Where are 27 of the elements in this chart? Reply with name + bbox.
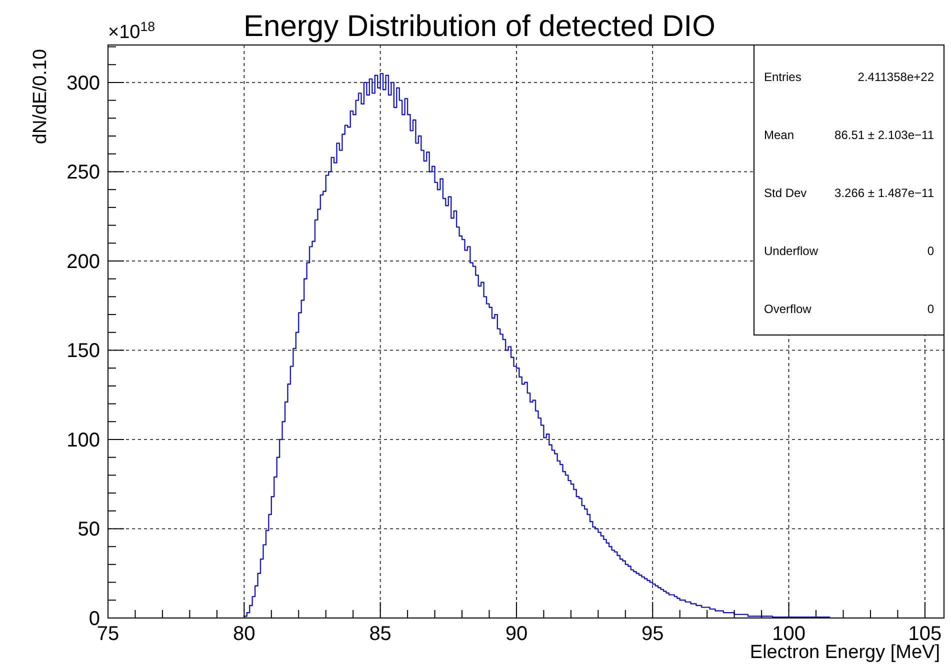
annotation: Overflow <box>764 302 812 316</box>
y-tick-label: 200 <box>66 250 100 273</box>
text: ×10$^{18}$ <box>108 18 156 43</box>
chart-title: Energy Distribution of detected DIO <box>244 10 716 43</box>
annotation: 0 <box>927 244 934 258</box>
x-tick-label: 105 <box>908 623 942 645</box>
x-tick-label: 80 <box>233 623 256 645</box>
y-axis-title: dN/dE/0.10 <box>30 49 51 144</box>
y-tick-label: 300 <box>66 72 100 94</box>
annotation: Underflow <box>764 244 818 258</box>
y-tick-label: 50 <box>78 518 100 541</box>
x-tick-label: 95 <box>642 623 664 645</box>
x-axis-title: Electron Energy [MeV] <box>750 642 940 663</box>
annotation: 0 <box>927 302 934 316</box>
x-tick-label: 100 <box>772 623 806 645</box>
annotation: 2.411358e+22 <box>858 70 934 84</box>
annotation: 86.51 ± 2.103e−11 <box>834 128 934 142</box>
x-tick-label: 90 <box>505 623 528 645</box>
x-tick-label: 85 <box>369 623 392 645</box>
annotation: Std Dev <box>764 186 807 200</box>
y-tick-label: 100 <box>66 429 100 452</box>
y-tick-label: 250 <box>66 162 100 184</box>
y-tick-label: 150 <box>66 340 100 362</box>
annotation: Entries <box>764 70 802 84</box>
x-tick-label: 75 <box>96 623 120 645</box>
annotation: 3.266 ± 1.487e−11 <box>834 186 934 200</box>
annotation: Mean <box>764 128 794 142</box>
